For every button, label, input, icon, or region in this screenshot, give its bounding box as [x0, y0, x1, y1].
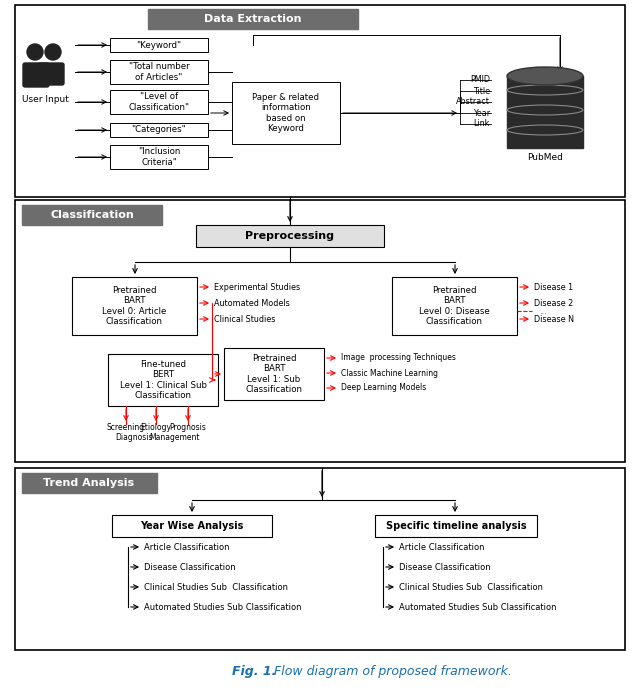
FancyBboxPatch shape [15, 200, 625, 462]
Text: Automated Models: Automated Models [214, 299, 290, 308]
FancyBboxPatch shape [110, 145, 208, 169]
FancyBboxPatch shape [110, 60, 208, 84]
Text: Experimental Studies: Experimental Studies [214, 282, 300, 291]
Text: User Input: User Input [22, 95, 68, 104]
Text: Data Extraction: Data Extraction [204, 14, 301, 24]
FancyBboxPatch shape [110, 90, 208, 114]
Text: Automated Studies Sub Classification: Automated Studies Sub Classification [399, 602, 557, 611]
Text: Disease N: Disease N [534, 315, 574, 324]
Text: Title: Title [473, 86, 490, 95]
Text: PMID: PMID [470, 75, 490, 84]
Circle shape [45, 44, 61, 60]
FancyBboxPatch shape [23, 63, 49, 87]
Text: Pretrained
BART
Level 0: Disease
Classification: Pretrained BART Level 0: Disease Classif… [419, 286, 490, 326]
Text: Preprocessing: Preprocessing [246, 231, 335, 241]
FancyBboxPatch shape [375, 515, 537, 537]
Text: Etiology: Etiology [141, 424, 172, 433]
Text: Disease Classification: Disease Classification [144, 562, 236, 571]
FancyBboxPatch shape [110, 123, 208, 137]
Text: Article Classification: Article Classification [399, 542, 484, 551]
Text: Deep Learning Models: Deep Learning Models [341, 384, 426, 393]
Text: Year: Year [473, 108, 490, 117]
Text: "Categories": "Categories" [132, 126, 186, 135]
Text: Screening: Screening [107, 424, 145, 433]
FancyBboxPatch shape [38, 63, 64, 85]
Text: Disease 2: Disease 2 [534, 299, 573, 308]
Text: Flow diagram of proposed framework.: Flow diagram of proposed framework. [270, 665, 512, 678]
FancyBboxPatch shape [22, 473, 157, 493]
FancyBboxPatch shape [148, 9, 358, 29]
FancyBboxPatch shape [72, 277, 197, 335]
Text: Fig. 1.: Fig. 1. [232, 665, 276, 678]
FancyBboxPatch shape [110, 38, 208, 52]
FancyBboxPatch shape [196, 225, 384, 247]
Text: Abstract: Abstract [456, 97, 490, 106]
Text: Disease 1: Disease 1 [534, 282, 573, 291]
FancyBboxPatch shape [392, 277, 517, 335]
Text: Disease Classification: Disease Classification [399, 562, 491, 571]
Text: Fine-tuned
BERT
Level 1: Clinical Sub
Classification: Fine-tuned BERT Level 1: Clinical Sub Cl… [120, 360, 207, 400]
FancyBboxPatch shape [15, 5, 625, 197]
Text: Classic Machine Learning: Classic Machine Learning [341, 368, 438, 377]
Text: Automated Studies Sub Classification: Automated Studies Sub Classification [144, 602, 301, 611]
Text: Clinical Studies Sub  Classification: Clinical Studies Sub Classification [144, 582, 288, 591]
Text: "Total number
of Articles": "Total number of Articles" [129, 62, 189, 81]
Text: Clinical Studies Sub  Classification: Clinical Studies Sub Classification [399, 582, 543, 591]
Text: Trend Analysis: Trend Analysis [44, 478, 134, 488]
Text: Article Classification: Article Classification [144, 542, 230, 551]
Text: Pretrained
BART
Level 1: Sub
Classification: Pretrained BART Level 1: Sub Classificat… [246, 354, 303, 394]
FancyBboxPatch shape [22, 205, 162, 225]
Text: Clinical Studies: Clinical Studies [214, 315, 275, 324]
Text: Paper & related
information
based on
Keyword: Paper & related information based on Key… [253, 93, 319, 133]
Ellipse shape [507, 67, 583, 85]
FancyBboxPatch shape [224, 348, 324, 400]
FancyBboxPatch shape [112, 515, 272, 537]
Text: ...: ... [539, 306, 547, 315]
Text: Diagnosis: Diagnosis [115, 433, 153, 442]
Text: Management: Management [148, 433, 199, 442]
Text: "Inclusion
Criteria": "Inclusion Criteria" [138, 147, 180, 167]
FancyBboxPatch shape [232, 82, 340, 144]
Text: "Level of
Classification": "Level of Classification" [129, 92, 189, 112]
FancyBboxPatch shape [15, 468, 625, 650]
Text: "Keyword": "Keyword" [136, 41, 182, 50]
Text: Year Wise Analysis: Year Wise Analysis [140, 521, 244, 531]
FancyBboxPatch shape [108, 354, 218, 406]
Text: Link: Link [474, 119, 490, 128]
Text: Classification: Classification [50, 210, 134, 220]
Text: Image  processing Techniques: Image processing Techniques [341, 353, 456, 362]
Text: Specific timeline analysis: Specific timeline analysis [386, 521, 526, 531]
Text: PubMed: PubMed [527, 153, 563, 163]
Text: Pretrained
BART
Level 0: Article
Classification: Pretrained BART Level 0: Article Classif… [102, 286, 166, 326]
Circle shape [27, 44, 43, 60]
Text: Prognosis: Prognosis [170, 424, 207, 433]
FancyBboxPatch shape [507, 76, 583, 148]
